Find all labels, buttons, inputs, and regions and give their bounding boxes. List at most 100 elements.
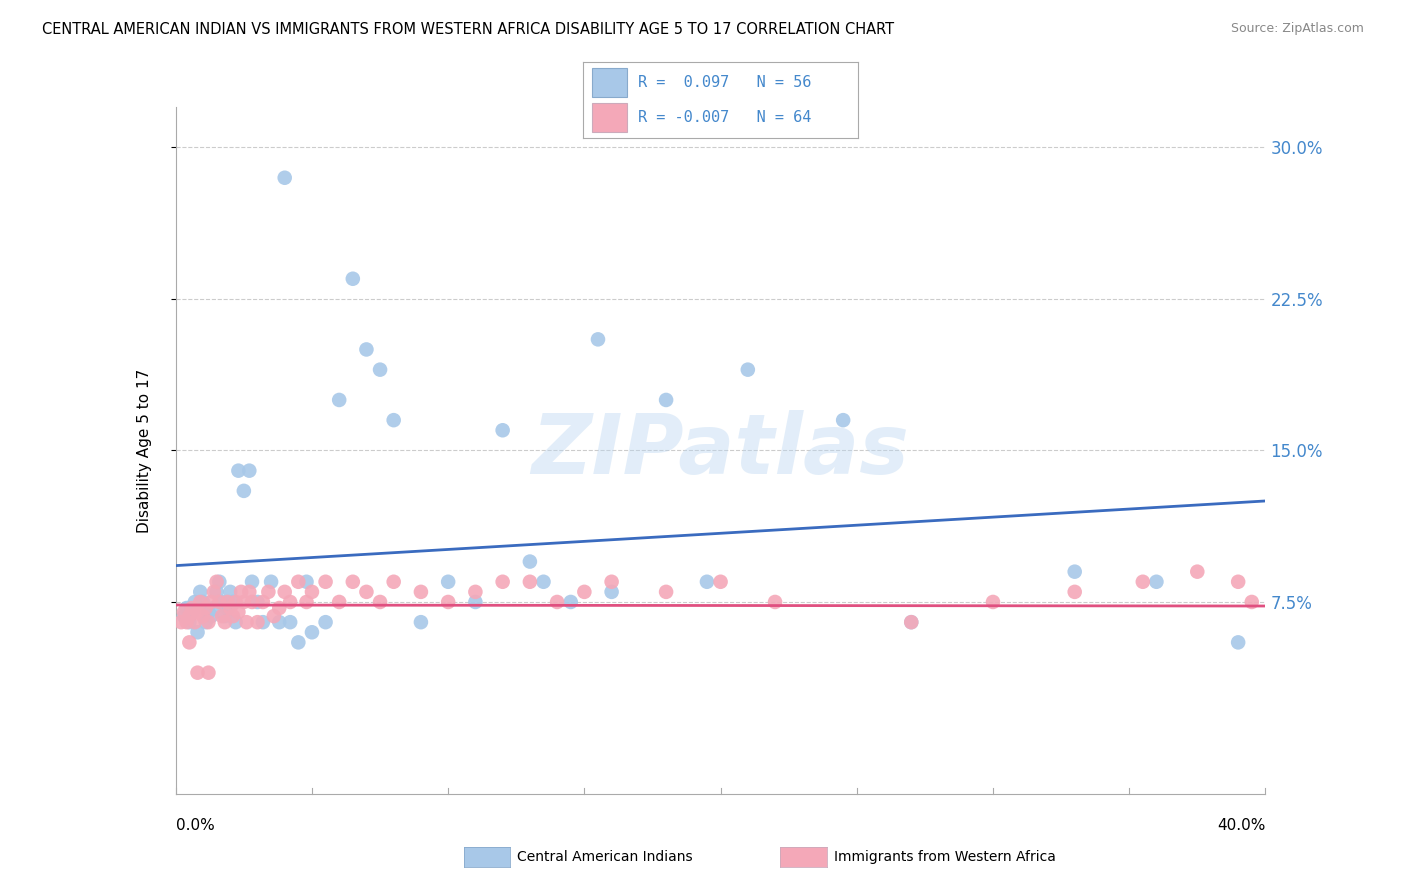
Point — [246, 615, 269, 630]
Point — [197, 605, 219, 619]
Point — [202, 585, 225, 599]
Point — [222, 595, 245, 609]
Point — [560, 595, 582, 609]
Point — [179, 609, 201, 624]
Point — [173, 609, 195, 624]
Point — [409, 585, 432, 599]
Point — [188, 595, 211, 609]
Point — [263, 609, 285, 624]
Text: Immigrants from Western Africa: Immigrants from Western Africa — [834, 850, 1056, 864]
Point — [492, 574, 515, 589]
Point — [200, 609, 222, 624]
Point — [1063, 585, 1085, 599]
Point — [295, 574, 318, 589]
Point — [246, 595, 269, 609]
Text: 0.0%: 0.0% — [176, 818, 215, 833]
Point — [696, 574, 718, 589]
Point — [981, 595, 1004, 609]
Point — [1240, 595, 1263, 609]
Point — [222, 609, 245, 624]
Point — [1132, 574, 1154, 589]
Point — [710, 574, 733, 589]
Point — [533, 574, 555, 589]
Point — [219, 601, 242, 615]
Point — [274, 170, 297, 185]
Point — [173, 605, 195, 619]
Point — [356, 343, 378, 357]
Point — [1227, 574, 1250, 589]
Point — [328, 392, 350, 407]
Point — [600, 574, 623, 589]
Point — [737, 362, 759, 376]
Point — [278, 615, 301, 630]
Point — [188, 585, 211, 599]
Text: R =  0.097   N = 56: R = 0.097 N = 56 — [638, 75, 811, 90]
Point — [191, 609, 214, 624]
Point — [315, 615, 337, 630]
Point — [179, 615, 201, 630]
Point — [184, 595, 207, 609]
Point — [342, 574, 364, 589]
Point — [205, 585, 228, 599]
Point — [202, 601, 225, 615]
Point — [301, 585, 323, 599]
Point — [176, 601, 198, 615]
Point — [287, 635, 309, 649]
Point — [186, 605, 209, 619]
Point — [214, 609, 236, 624]
Point — [181, 601, 204, 615]
Point — [225, 615, 247, 630]
Point — [763, 595, 786, 609]
Point — [186, 625, 209, 640]
Point — [1144, 574, 1167, 589]
Point — [238, 585, 260, 599]
Point — [519, 555, 541, 569]
Point — [208, 595, 231, 609]
Point — [1227, 635, 1250, 649]
Point — [231, 585, 253, 599]
Point — [356, 585, 378, 599]
Point — [368, 362, 391, 376]
Y-axis label: Disability Age 5 to 17: Disability Age 5 to 17 — [138, 368, 152, 533]
Point — [194, 615, 217, 630]
Point — [240, 595, 263, 609]
Point — [240, 574, 263, 589]
Point — [301, 625, 323, 640]
Point — [295, 595, 318, 609]
Point — [464, 595, 486, 609]
Point — [437, 595, 460, 609]
Point — [186, 665, 209, 680]
Point — [219, 585, 242, 599]
Point — [179, 635, 201, 649]
Point — [217, 595, 239, 609]
Point — [574, 585, 596, 599]
Point — [900, 615, 922, 630]
Point — [205, 574, 228, 589]
Point — [260, 574, 283, 589]
Point — [217, 601, 239, 615]
Point — [382, 413, 405, 427]
Text: 40.0%: 40.0% — [1218, 818, 1265, 833]
Point — [200, 595, 222, 609]
Text: R = -0.007   N = 64: R = -0.007 N = 64 — [638, 111, 811, 125]
Point — [655, 585, 678, 599]
Point — [315, 574, 337, 589]
Point — [519, 574, 541, 589]
Bar — [592, 103, 627, 132]
Point — [252, 595, 274, 609]
Point — [492, 423, 515, 437]
Point — [208, 574, 231, 589]
Point — [1187, 565, 1209, 579]
Point — [191, 595, 214, 609]
Point — [328, 595, 350, 609]
Point — [409, 615, 432, 630]
Point — [464, 585, 486, 599]
Point — [197, 665, 219, 680]
Point — [252, 615, 274, 630]
Point — [228, 605, 250, 619]
Point — [232, 595, 254, 609]
Point — [900, 615, 922, 630]
Point — [600, 585, 623, 599]
Point — [211, 595, 233, 609]
Point — [342, 271, 364, 285]
